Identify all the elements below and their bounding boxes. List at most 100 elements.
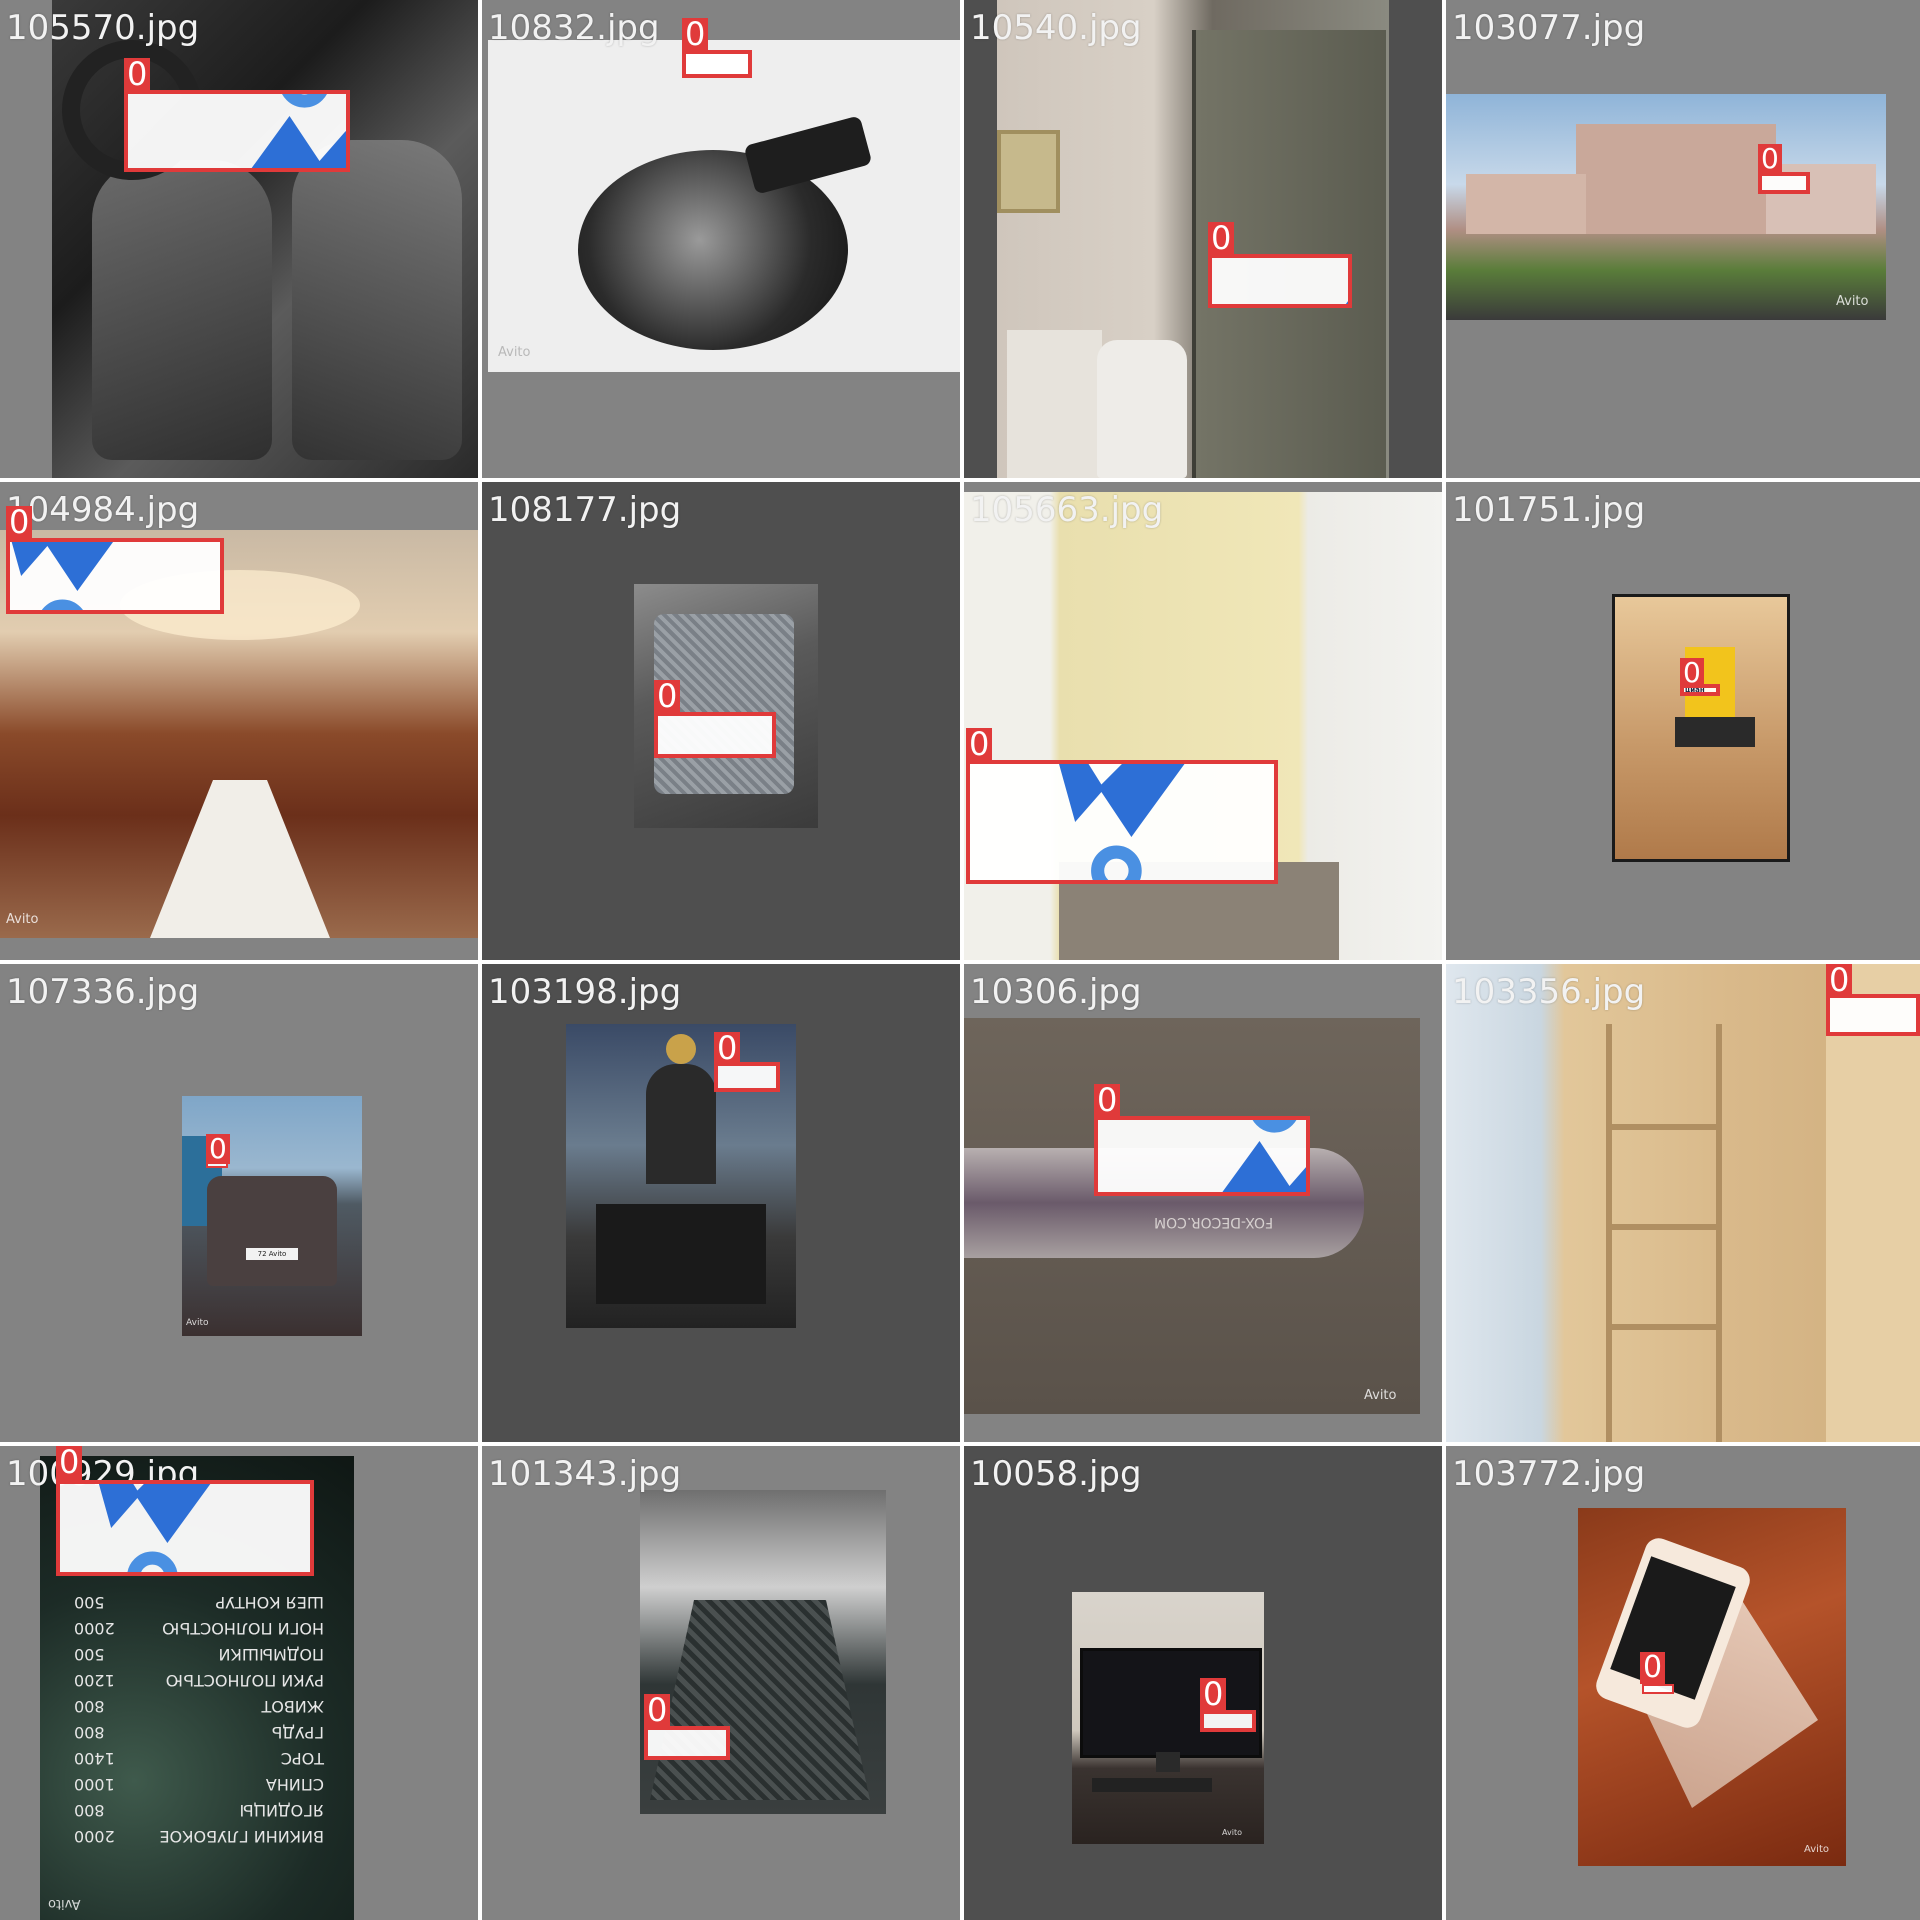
detection-box: циан [966,760,1278,884]
file-label: 10306.jpg [970,972,1142,1012]
class-tag: 0 [654,680,680,714]
price-row: ВИКИНИ ГЛУБОКОЕ 2000 [74,1820,324,1846]
class-tag: 0 [966,728,992,762]
cian-logo-icon [1205,1710,1256,1732]
avito-watermark: Avito [1364,1388,1397,1403]
detection-box [1642,1684,1674,1694]
tile-105570[interactable]: 105570.jpg 0 циан [0,0,478,478]
avito-watermark: Avito [186,1318,209,1328]
file-label: 105570.jpg [6,8,199,48]
wallpaper-label: FOX-DECOR.COM [1154,1214,1273,1230]
file-label: 10832.jpg [488,8,660,48]
tile-100929[interactable]: ВИКИНИ ГЛУБОКОЕ 2000 ЯГОДИЦЫ 800 СПИНА 1000… [0,1446,478,1920]
cian-logo-icon [668,712,776,758]
price-row: ПОДМЫШКИ 500 [74,1638,324,1664]
cian-logo-icon [1764,172,1810,194]
price-row: ЯГОДИЦЫ 800 [74,1794,324,1820]
tile-10306[interactable]: FOX-DECOR.COM Avito 10306.jpg 0 циан [964,964,1442,1442]
file-label: 103772.jpg [1452,1454,1645,1494]
price-row: ЖИВОТ 800 [74,1690,324,1716]
tile-103077[interactable]: Avito 103077.jpg 0 циан [1446,0,1920,478]
avito-watermark: Avito [6,912,39,927]
class-tag: 0 [1758,144,1782,174]
cian-logo-icon [1231,254,1352,308]
class-tag: 0 [124,58,150,92]
avito-watermark: Avito [1804,1844,1829,1855]
photo-fog-lamp: Avito [488,40,960,372]
price-row: РУКИ ПОЛНОСТЬЮ 1200 [74,1664,324,1690]
price-row: СПИНА 1000 [74,1768,324,1794]
cian-logo-icon [650,1726,730,1760]
cian-logo-icon [974,760,1274,884]
photo-wallpaper-roll: FOX-DECOR.COM Avito [964,1018,1420,1414]
price-row: ГРУДЬ 800 [74,1716,324,1742]
file-label: 10058.jpg [970,1454,1142,1494]
tile-107336[interactable]: 72 Avito Avito 107336.jpg 0 [0,964,478,1442]
class-tag: 0 [1826,964,1852,998]
file-label: 103198.jpg [488,972,681,1012]
tile-103356[interactable]: 103356.jpg 0 циа [1446,964,1920,1442]
detection-box: циан [1208,254,1352,308]
file-label: 103356.jpg [1452,972,1645,1012]
detection-box: циан [124,90,350,172]
photo-phone: Avito [1578,1508,1846,1866]
tile-104984[interactable]: Avito 104984.jpg 0 циан [0,482,478,960]
cian-logo-icon [6,538,220,614]
class-tag: 0 [1640,1652,1665,1684]
detection-box: циа [1826,994,1920,1036]
avito-watermark: Avito [498,345,531,360]
file-label: 104984.jpg [6,490,199,530]
tile-108177[interactable]: 108177.jpg 0 циан [482,482,960,960]
class-tag: 0 [206,1134,230,1164]
class-tag: 0 [56,1446,82,1480]
tile-10058[interactable]: Avito 10058.jpg 0 циан [964,1446,1442,1920]
photo-apartment-buildings: Avito [1446,94,1886,320]
class-tag: 0 [644,1694,670,1728]
price-row: ШЕЯ КОНТУР 500 [74,1586,324,1612]
avito-watermark: Avito [1222,1828,1242,1837]
class-tag: 0 [714,1032,740,1066]
photo-empty-room [964,492,1442,960]
photo-bathroom [997,0,1389,478]
class-tag: 0 [682,18,708,52]
photo-car-interior [52,0,478,478]
class-tag: 0 [6,506,32,540]
cian-logo-icon [1117,1116,1310,1196]
file-label: 105663.jpg [970,490,1163,530]
tile-103198[interactable]: 103198.jpg 0 циан [482,964,960,1442]
file-label: 101343.jpg [488,1454,681,1494]
detection-box: циан [1094,1116,1310,1196]
class-tag: 0 [1208,222,1234,256]
photo-studio-room [1612,594,1790,862]
cian-logo-icon [147,90,350,172]
tile-10540[interactable]: 10540.jpg 0 циан [964,0,1442,478]
price-list: ВИКИНИ ГЛУБОКОЕ 2000 ЯГОДИЦЫ 800 СПИНА 1000… [74,1586,324,1846]
class-tag: 0 [1680,658,1704,688]
avito-watermark: Avito [1836,294,1869,309]
file-label: 103077.jpg [1452,8,1645,48]
file-label: 108177.jpg [488,490,681,530]
class-tag: 0 [1094,1084,1120,1118]
detection-box: циан [1758,172,1810,194]
license-plate: 72 Avito [246,1248,298,1260]
detection-box: циан [6,538,224,614]
tile-103772[interactable]: Avito 103772.jpg 0 [1446,1446,1920,1920]
tile-101343[interactable]: 101343.jpg 0 циан [482,1446,960,1920]
price-row: ТОРС 1400 [74,1742,324,1768]
avito-watermark: Avito [48,1896,81,1911]
detection-box: циан [654,712,776,758]
photo-car-rear-mat [640,1490,886,1814]
detection-box: циан [682,50,752,78]
file-label: 10540.jpg [970,8,1142,48]
file-label: 107336.jpg [6,972,199,1012]
tile-105663[interactable]: 105663.jpg 0 циан [964,482,1442,960]
tile-10832[interactable]: Avito 10832.jpg 0 циан [482,0,960,478]
detection-box: циан [56,1480,314,1576]
tile-101751[interactable]: 101751.jpg 0 циан [1446,482,1920,960]
file-label: 101751.jpg [1452,490,1645,530]
cian-logo-icon [1832,994,1920,1036]
cian-logo-icon [56,1480,310,1576]
price-row: НОГИ ПОЛНОСТЬЮ 2000 [74,1612,324,1638]
detection-box: циан [1200,1710,1256,1732]
